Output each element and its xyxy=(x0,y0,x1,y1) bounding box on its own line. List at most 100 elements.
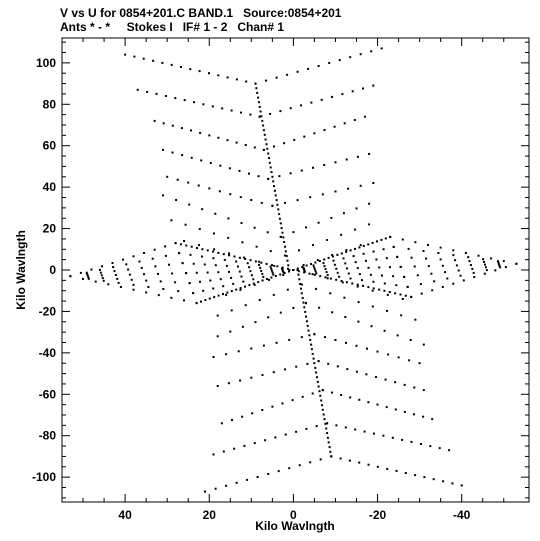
uv-point xyxy=(338,275,341,278)
uv-point xyxy=(90,268,93,271)
uv-point xyxy=(324,336,326,339)
uv-point xyxy=(274,194,277,197)
uv-point xyxy=(448,449,451,452)
uv-point xyxy=(174,281,177,284)
uv-point xyxy=(314,366,317,369)
uv-point xyxy=(201,248,204,251)
uv-point xyxy=(192,292,195,295)
y-axis-label: Kilo Wavlngth xyxy=(14,230,28,310)
uv-point xyxy=(502,260,505,263)
uv-point xyxy=(270,267,273,270)
uv-point xyxy=(233,447,236,450)
uv-point xyxy=(310,101,313,104)
uv-point xyxy=(311,392,314,395)
uv-point xyxy=(279,110,282,113)
y-tick-label: 20 xyxy=(43,222,57,236)
uv-point xyxy=(190,156,193,159)
uv-point xyxy=(345,158,348,161)
uv-point xyxy=(498,264,501,267)
uv-point xyxy=(297,270,300,273)
uv-point xyxy=(277,470,280,473)
uv-point xyxy=(254,260,257,263)
uv-point xyxy=(162,148,164,151)
uv-point xyxy=(189,253,192,256)
uv-point xyxy=(284,201,286,204)
uv-point xyxy=(403,275,406,278)
uv-point xyxy=(315,425,318,428)
uv-point xyxy=(343,122,346,125)
uv-point xyxy=(201,255,203,258)
x-tick-label: 20 xyxy=(203,508,217,522)
uv-point xyxy=(245,80,248,83)
uv-point xyxy=(268,278,270,281)
chart-title: V vs U for 0854+201.C BAND.1 Source:0854… xyxy=(60,6,342,20)
uv-point xyxy=(366,347,368,350)
uv-point xyxy=(273,145,275,148)
uv-point xyxy=(132,288,135,291)
uv-point xyxy=(174,242,177,245)
uv-point xyxy=(358,461,361,464)
uv-point xyxy=(239,379,242,382)
chart-subtitle: Ants * - * Stokes I IF# 1 - 2 Chan# 1 xyxy=(60,20,285,34)
uv-point xyxy=(276,265,279,268)
uv-point xyxy=(206,249,209,252)
uv-point xyxy=(100,274,103,277)
uv-point xyxy=(185,244,188,247)
y-tick-label: 60 xyxy=(43,139,57,153)
uv-point xyxy=(371,305,374,308)
uv-point xyxy=(320,399,323,402)
uv-point xyxy=(346,267,348,270)
uv-point xyxy=(180,127,183,130)
uv-point xyxy=(375,258,378,261)
uv-point xyxy=(119,286,122,288)
uv-point xyxy=(250,347,253,350)
uv-point xyxy=(368,223,371,226)
uv-point xyxy=(311,352,314,355)
uv-point xyxy=(270,276,273,279)
uv-point xyxy=(322,413,325,416)
uv-point xyxy=(386,467,389,470)
uv-point xyxy=(257,175,260,178)
uv-point xyxy=(323,129,326,131)
uv-point xyxy=(153,248,156,251)
uv-point xyxy=(341,93,344,96)
uv-point xyxy=(164,254,167,257)
uv-point xyxy=(301,266,304,268)
uv-point xyxy=(253,146,256,149)
uv-point xyxy=(170,296,173,299)
uv-point xyxy=(112,266,115,269)
uv-point xyxy=(222,450,225,453)
uv-point xyxy=(367,286,370,289)
uv-point xyxy=(349,56,352,59)
uv-point xyxy=(315,272,318,275)
uv-point xyxy=(288,467,291,470)
uv-point xyxy=(376,240,378,243)
uv-point xyxy=(225,353,228,356)
uv-point xyxy=(331,311,334,314)
uv-point xyxy=(363,115,366,118)
uv-point xyxy=(230,109,233,112)
uv-point xyxy=(325,271,328,274)
uv-point xyxy=(323,164,326,166)
uv-point xyxy=(138,260,141,263)
uv-point xyxy=(211,105,214,108)
uv-point xyxy=(272,273,275,276)
uv-point xyxy=(316,376,318,379)
y-tick-label: -40 xyxy=(39,346,57,360)
uv-point xyxy=(269,112,272,115)
uv-point xyxy=(244,144,247,146)
uv-point xyxy=(326,432,329,435)
uv-point xyxy=(394,292,397,295)
uv-point xyxy=(326,239,329,241)
uv-point xyxy=(275,199,278,202)
uv-point xyxy=(143,252,145,254)
uv-point xyxy=(334,161,337,164)
uv-point xyxy=(321,408,324,411)
uv-point xyxy=(238,256,241,259)
uv-point xyxy=(256,476,259,478)
uv-point xyxy=(208,297,211,300)
uv-point xyxy=(235,141,238,144)
uv-point xyxy=(181,262,184,265)
uv-point xyxy=(313,266,316,269)
uv-point xyxy=(439,258,442,261)
